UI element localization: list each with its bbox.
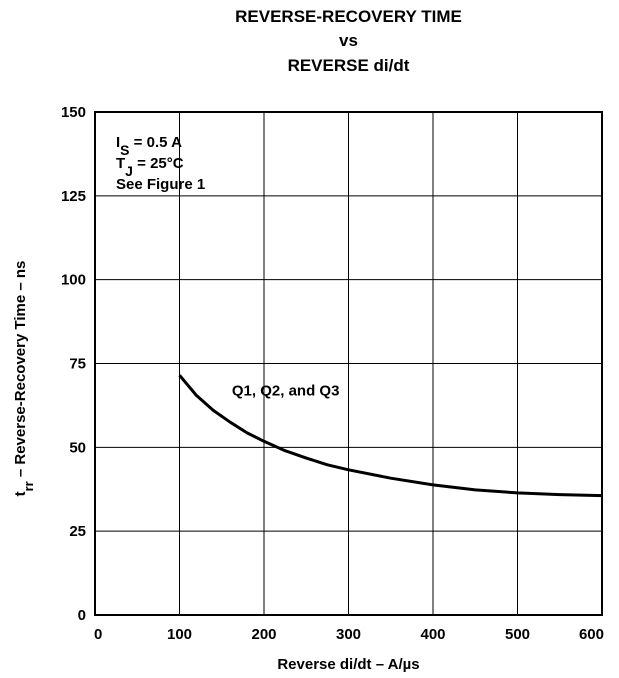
x-tick-label: 100 bbox=[167, 626, 192, 643]
series-label: Q1, Q2, and Q3 bbox=[232, 382, 340, 399]
condition-main: See Figure 1 bbox=[116, 176, 205, 193]
chart-title-line-1: REVERSE-RECOVERY TIME bbox=[235, 7, 462, 26]
y-tick-label: 25 bbox=[69, 523, 86, 540]
x-tick-label: 500 bbox=[505, 626, 530, 643]
y-axis-label-main: t bbox=[12, 491, 29, 496]
condition-main: I bbox=[116, 134, 120, 151]
y-tick-label: 50 bbox=[69, 439, 86, 456]
condition-main: T bbox=[116, 155, 125, 172]
x-tick-label: 0 bbox=[94, 626, 102, 643]
condition-line: See Figure 1 bbox=[116, 176, 205, 193]
condition-line: IS = 0.5 A bbox=[116, 134, 182, 158]
x-axis-label: Reverse di/dt – A/µs bbox=[277, 656, 419, 673]
condition-rest: = 0.5 A bbox=[130, 134, 183, 151]
y-tick-label: 125 bbox=[61, 188, 86, 205]
plot-frame bbox=[94, 111, 603, 616]
y-axis-label-sub: rr bbox=[21, 481, 36, 491]
condition-sub: S bbox=[120, 142, 129, 158]
y-axis-label-rest: – Reverse-Recovery Time – ns bbox=[12, 261, 29, 482]
condition-line: TJ = 25°C bbox=[116, 155, 184, 179]
condition-sub: J bbox=[125, 163, 133, 179]
x-tick-labels: 0 100 200 300 400 500 600 bbox=[94, 626, 604, 643]
x-tick-label: 400 bbox=[420, 626, 445, 643]
chart-title-line-3: REVERSE di/dt bbox=[287, 56, 410, 75]
x-tick-label: 200 bbox=[251, 626, 276, 643]
y-tick-label: 75 bbox=[69, 356, 86, 373]
y-tick-labels: 0 25 50 75 100 125 150 bbox=[61, 104, 86, 624]
condition-rest: = 25°C bbox=[133, 155, 184, 172]
series-line bbox=[178, 374, 603, 498]
series-group: Q1, Q2, and Q3 bbox=[178, 374, 603, 498]
y-tick-label: 0 bbox=[78, 607, 86, 624]
y-axis-label: trr – Reverse-Recovery Time – ns bbox=[12, 261, 36, 497]
y-tick-label: 150 bbox=[61, 104, 86, 121]
x-tick-label: 600 bbox=[579, 626, 604, 643]
chart-title-line-2: vs bbox=[339, 31, 358, 50]
y-tick-label: 100 bbox=[61, 272, 86, 289]
x-tick-label: 300 bbox=[336, 626, 361, 643]
